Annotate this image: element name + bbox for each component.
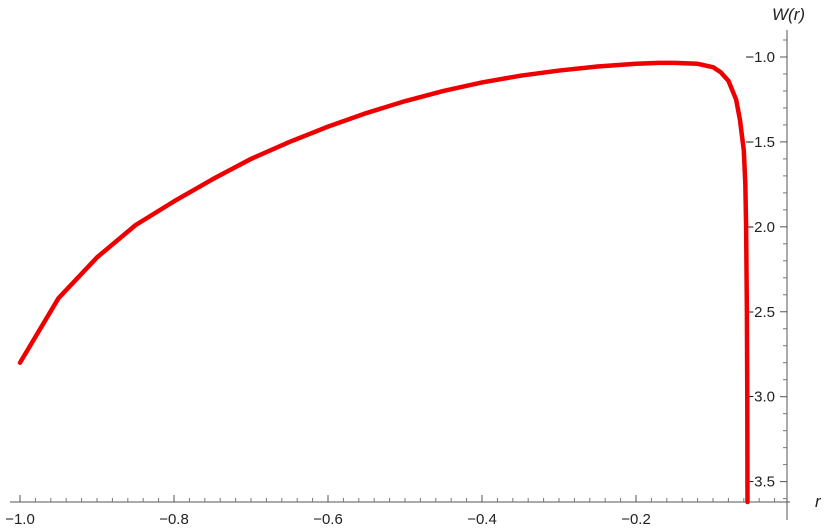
x-tick-label: −1.0 xyxy=(5,511,35,528)
series-line xyxy=(17,60,750,505)
y-tick-label: −2.0 xyxy=(745,219,775,236)
y-tick-label: −1.5 xyxy=(745,134,775,151)
x-tick-label: −0.6 xyxy=(313,511,343,528)
x-tick-label: −0.2 xyxy=(621,511,651,528)
x-tick-label: −0.8 xyxy=(159,511,189,528)
y-tick-label: −3.0 xyxy=(745,389,775,406)
y-tick-label: −2.5 xyxy=(745,304,775,321)
y-tick-label: −1.0 xyxy=(745,49,775,66)
y-tick-label: −3.5 xyxy=(745,474,775,491)
y-axis-ticks: −1.0 −1.5 −2.0 −2.5 −3.0 −3.5 xyxy=(745,39,787,500)
x-tick-label: −0.4 xyxy=(467,511,497,528)
x-axis-ticks: −1.0 −0.8 −0.6 −0.4 −0.2 xyxy=(5,495,776,528)
y-axis-label: W(r) xyxy=(772,5,805,24)
x-axis-label: r xyxy=(815,492,822,511)
